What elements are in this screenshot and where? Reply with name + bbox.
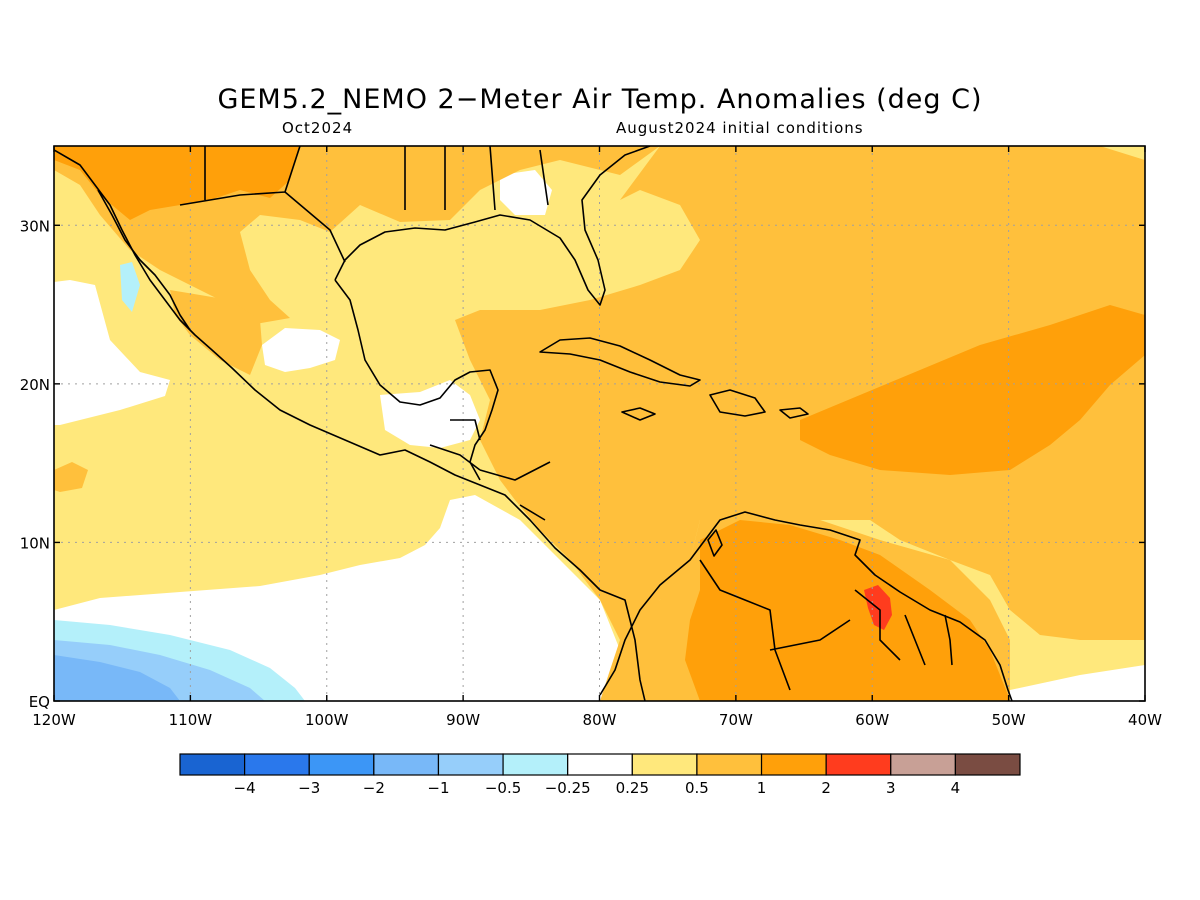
colorbar-swatch bbox=[567, 753, 633, 776]
colorbar-swatch bbox=[760, 753, 827, 776]
field-0.5-1-mexico-coast bbox=[170, 290, 262, 375]
colorbar-label: 1 bbox=[757, 779, 767, 797]
colorbar-swatch bbox=[179, 753, 246, 776]
lon-tick-label: 90W bbox=[446, 711, 480, 729]
coastline-hispaniola bbox=[709, 389, 766, 417]
coastline-gulf bbox=[334, 146, 651, 306]
colorbar-swatch bbox=[244, 753, 310, 776]
map-fields bbox=[54, 146, 1145, 701]
colorbar-label: 2 bbox=[821, 779, 831, 797]
lon-tick-label: 40W bbox=[1128, 711, 1162, 729]
coastline-puerto-rico bbox=[779, 407, 809, 419]
colorbar: −4 −3 −2 −1 −0.5 −0.25 0.25 0.5 1 2 3 4 bbox=[179, 753, 1021, 797]
coastline-cuba bbox=[539, 337, 701, 387]
lat-tick-label: 30N bbox=[20, 217, 50, 235]
coastline-mexico-east bbox=[334, 279, 499, 481]
lat-axis: EQ 10N 20N 30N bbox=[20, 217, 1145, 711]
forecast-month: Oct2024 bbox=[282, 119, 354, 137]
colorbar-label: 4 bbox=[951, 779, 961, 797]
lat-tick-label: 20N bbox=[20, 376, 50, 394]
lon-tick-label: 60W bbox=[855, 711, 889, 729]
lon-tick-label: 120W bbox=[32, 711, 76, 729]
lon-tick-label: 50W bbox=[992, 711, 1026, 729]
coastline-lake-maracaibo bbox=[707, 529, 723, 557]
lon-tick-label: 70W bbox=[719, 711, 753, 729]
coastline-baja bbox=[97, 189, 191, 331]
colorbar-swatch bbox=[308, 753, 375, 776]
colorbar-label: 0.5 bbox=[685, 779, 709, 797]
border-us-mexico bbox=[179, 146, 346, 263]
field-0.5-1-caribbean-atlantic bbox=[455, 146, 1145, 640]
colorbar-swatch bbox=[954, 753, 1021, 776]
lon-tick-label: 110W bbox=[169, 711, 213, 729]
colorbar-swatch bbox=[373, 753, 440, 776]
map-title: GEM5.2_NEMO 2−Meter Air Temp. Anomalies … bbox=[217, 84, 983, 115]
colorbar-label: −3 bbox=[298, 779, 320, 797]
colorbar-label: −2 bbox=[363, 779, 385, 797]
field-minus-1-2 bbox=[54, 655, 180, 701]
field-near-zero-mexico bbox=[262, 328, 340, 372]
field-0.5-1-pacific-blob bbox=[54, 462, 88, 492]
lat-tick-label: 10N bbox=[20, 534, 50, 552]
field-minus-small-baja bbox=[120, 262, 140, 312]
border-central-america bbox=[429, 419, 551, 521]
coastlines bbox=[54, 146, 1013, 701]
map-gridlines bbox=[54, 146, 1145, 701]
field-near-zero-gulf-mexico bbox=[380, 380, 480, 448]
border-venezuela-colombia bbox=[699, 559, 851, 691]
colorbar-label: −1 bbox=[427, 779, 449, 797]
border-guianas bbox=[854, 589, 953, 666]
colorbar-label: 0.25 bbox=[616, 779, 649, 797]
field-1-2-atlantic bbox=[800, 305, 1145, 475]
colorbar-swatch bbox=[696, 753, 763, 776]
colorbar-label: −0.25 bbox=[545, 779, 591, 797]
coastline-jamaica bbox=[621, 407, 656, 421]
lon-tick-label: 80W bbox=[583, 711, 617, 729]
lon-tick-label: 100W bbox=[305, 711, 349, 729]
colorbar-label: 3 bbox=[886, 779, 896, 797]
colorbar-swatch bbox=[825, 753, 892, 776]
field-near-zero-east-pacific bbox=[54, 280, 170, 425]
colorbar-label: −0.5 bbox=[485, 779, 521, 797]
field-1-2-mexico bbox=[54, 146, 300, 220]
colorbar-label: −4 bbox=[234, 779, 256, 797]
colorbar-swatch bbox=[631, 753, 698, 776]
coastline-south-america bbox=[599, 511, 1013, 701]
colorbar-swatch bbox=[502, 753, 569, 776]
field-near-zero-southeast-us bbox=[500, 170, 552, 215]
initial-conditions: August2024 initial conditions bbox=[616, 119, 864, 137]
lat-tick-label: EQ bbox=[29, 693, 50, 711]
border-us-states bbox=[204, 146, 549, 211]
colorbar-swatch bbox=[437, 753, 504, 776]
lon-axis: 120W 110W 100W 90W 80W 70W 60W 50W 40W bbox=[32, 146, 1162, 729]
field-near-zero-atlantic bbox=[1010, 665, 1145, 701]
colorbar-swatch bbox=[890, 753, 956, 776]
field-1-2-venezuela-guiana bbox=[685, 520, 1010, 701]
